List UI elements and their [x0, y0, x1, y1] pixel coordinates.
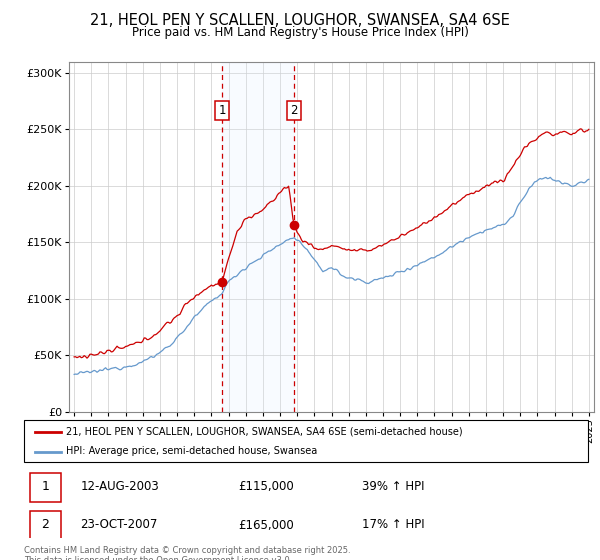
Text: Contains HM Land Registry data © Crown copyright and database right 2025.
This d: Contains HM Land Registry data © Crown c…: [24, 546, 350, 560]
Text: 12-AUG-2003: 12-AUG-2003: [80, 480, 159, 493]
Text: 23-OCT-2007: 23-OCT-2007: [80, 519, 158, 531]
Text: 1: 1: [41, 480, 49, 493]
FancyBboxPatch shape: [29, 511, 61, 540]
Text: £165,000: £165,000: [238, 519, 294, 531]
Text: HPI: Average price, semi-detached house, Swansea: HPI: Average price, semi-detached house,…: [66, 446, 317, 456]
Text: Price paid vs. HM Land Registry's House Price Index (HPI): Price paid vs. HM Land Registry's House …: [131, 26, 469, 39]
FancyBboxPatch shape: [29, 473, 61, 502]
Text: 39% ↑ HPI: 39% ↑ HPI: [362, 480, 425, 493]
Text: 2: 2: [290, 104, 298, 117]
Text: £115,000: £115,000: [238, 480, 294, 493]
Text: 2: 2: [41, 519, 49, 531]
Text: 21, HEOL PEN Y SCALLEN, LOUGHOR, SWANSEA, SA4 6SE: 21, HEOL PEN Y SCALLEN, LOUGHOR, SWANSEA…: [90, 13, 510, 29]
Text: 17% ↑ HPI: 17% ↑ HPI: [362, 519, 425, 531]
Text: 21, HEOL PEN Y SCALLEN, LOUGHOR, SWANSEA, SA4 6SE (semi-detached house): 21, HEOL PEN Y SCALLEN, LOUGHOR, SWANSEA…: [66, 427, 463, 437]
Text: 1: 1: [218, 104, 226, 117]
Bar: [222, 62, 294, 412]
